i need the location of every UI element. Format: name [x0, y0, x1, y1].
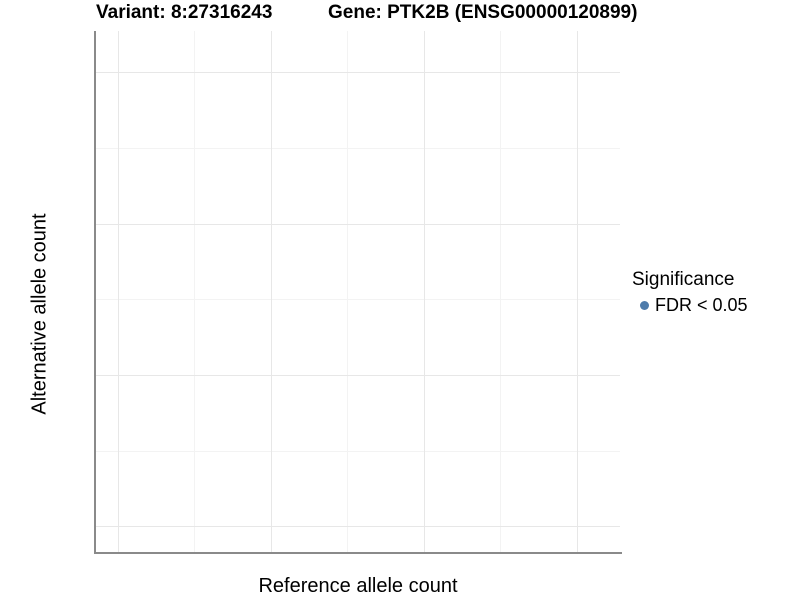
plot-layer: [95, 31, 620, 552]
plot-panel: [95, 31, 620, 552]
gridline-y-major: [95, 375, 620, 377]
gridline-x-minor: [500, 31, 501, 552]
gridline-x-major: [576, 31, 578, 552]
gridline-x-major: [117, 31, 119, 552]
gridline-y-major: [95, 72, 620, 74]
legend-key-dot-icon: [640, 301, 649, 310]
gridline-y-minor: [95, 450, 620, 452]
legend: Significance FDR < 0.05: [632, 269, 748, 316]
legend-entry: FDR < 0.05: [632, 295, 748, 316]
y-axis-line: [93, 31, 96, 554]
legend-title: Significance: [632, 269, 735, 290]
x-axis-title: Reference allele count: [258, 575, 458, 597]
gridline-y-major: [95, 223, 620, 225]
gridline-y-minor: [95, 148, 620, 150]
legend-entry-label: FDR < 0.05: [655, 295, 748, 315]
plot-title-variant: Variant: 8:27316243: [96, 2, 273, 23]
gridline-x-major: [270, 31, 272, 552]
gridline-y-minor: [95, 299, 620, 301]
x-axis-line: [93, 552, 622, 554]
y-axis-title: Alternative allele count: [28, 213, 51, 415]
gridline-y-major: [95, 526, 620, 528]
gridline-x-minor: [347, 31, 348, 552]
gridline-x-minor: [194, 31, 195, 552]
gridline-x-major: [423, 31, 425, 552]
plot-title-gene: Gene: PTK2B (ENSG00000120899): [328, 2, 638, 23]
